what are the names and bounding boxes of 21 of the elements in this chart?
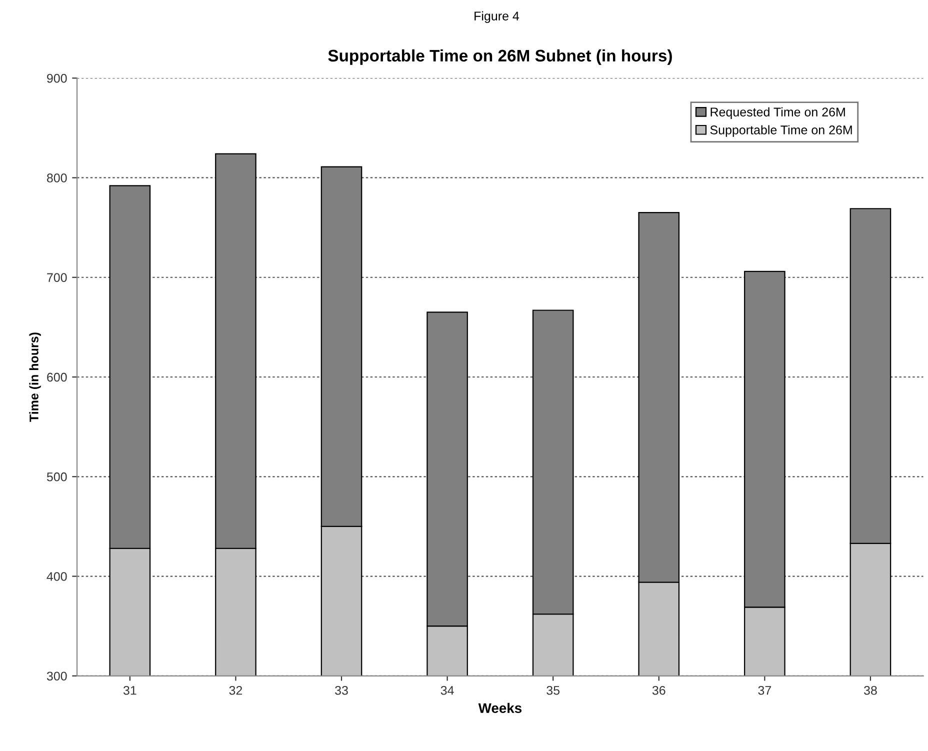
x-tick-label: 37 (758, 686, 771, 695)
legend-label: Requested Time on 26M (710, 107, 845, 119)
y-axis-title: Time (in hours) (29, 332, 41, 422)
x-tick-label: 35 (546, 686, 560, 695)
x-tick-label: 36 (652, 686, 666, 695)
x-axis-title: Weeks (478, 702, 522, 714)
y-tick-label: 400 (46, 572, 67, 581)
x-tick-label: 38 (864, 686, 877, 695)
x-tick-label: 34 (440, 686, 454, 695)
chart-title: Supportable Time on 26M Subnet (in hours) (328, 49, 672, 65)
x-tick-label: 31 (123, 686, 136, 695)
y-tick-label: 900 (47, 74, 67, 83)
x-tick-label: 33 (335, 686, 348, 695)
y-tick-label: 300 (46, 672, 67, 681)
y-tick-label: 700 (47, 273, 67, 282)
y-tick-label: 500 (46, 472, 67, 482)
caption: Figure 4 (474, 11, 520, 23)
legend-label: Supportable Time on 26M (710, 125, 852, 137)
y-tick-label: 800 (46, 174, 67, 182)
x-tick-label: 32 (229, 686, 242, 695)
y-tick-label: 600 (47, 372, 67, 382)
